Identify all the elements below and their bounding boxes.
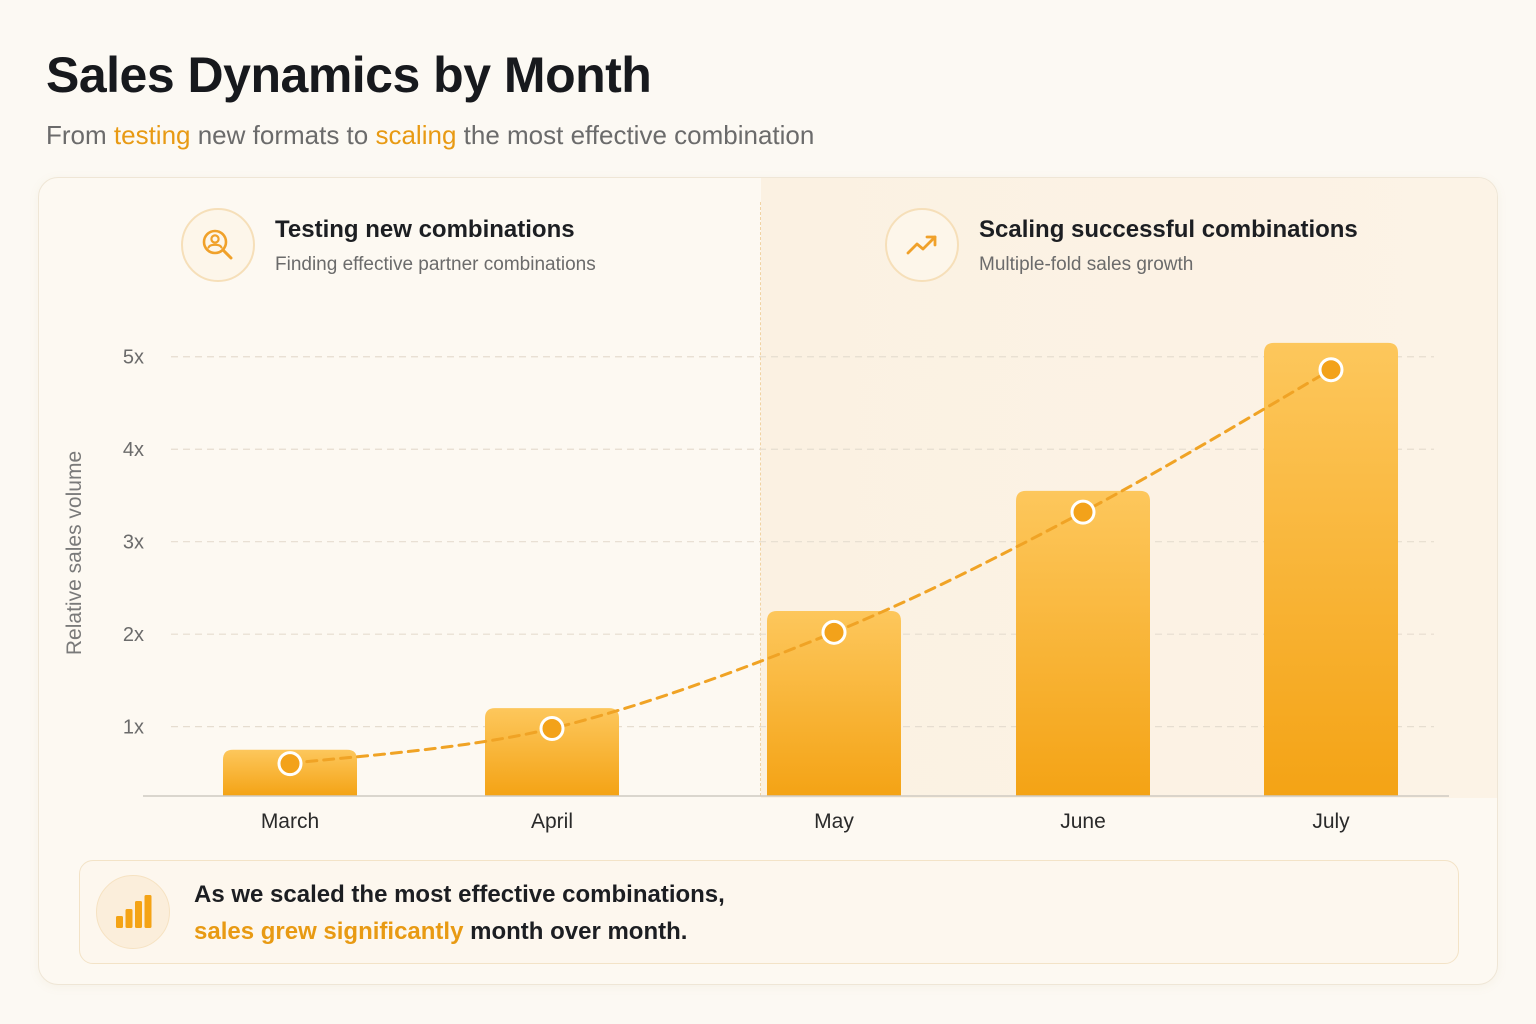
trend-point-april bbox=[539, 715, 565, 741]
x-tick-label: July bbox=[1312, 810, 1350, 833]
subtitle-highlight-scaling: scaling bbox=[375, 120, 457, 150]
callout-line-2: sales grew significantly month over mont… bbox=[194, 918, 687, 946]
trend-point-march bbox=[277, 751, 303, 777]
x-tick-label: May bbox=[814, 810, 854, 833]
subtitle-highlight-testing: testing bbox=[113, 120, 191, 150]
bar-july bbox=[1264, 342, 1398, 796]
subtitle-text-start: From bbox=[46, 120, 114, 150]
chart-card: Testing new combinations Finding effecti… bbox=[38, 177, 1498, 985]
y-tick-label: 3x bbox=[123, 532, 144, 554]
insight-callout: As we scaled the most effective combinat… bbox=[79, 860, 1459, 964]
callout-line-1: As we scaled the most effective combinat… bbox=[194, 881, 725, 908]
subtitle-text-end: the most effective combination bbox=[456, 120, 815, 150]
trend-point-june bbox=[1070, 499, 1096, 525]
trend-point-may bbox=[821, 619, 847, 645]
x-tick-label: June bbox=[1060, 810, 1106, 833]
subtitle-text-middle: new formats to bbox=[190, 120, 376, 150]
trend-point-july bbox=[1318, 357, 1344, 383]
phase-divider bbox=[760, 202, 761, 796]
y-tick-label: 5x bbox=[123, 347, 144, 369]
x-tick-label: March bbox=[261, 810, 319, 833]
bar-june bbox=[1016, 490, 1150, 796]
phase-testing-subtitle: Finding effective partner combinations bbox=[275, 254, 596, 275]
x-tick-label: April bbox=[531, 810, 573, 833]
bar-chart: 1x 2x 3x 4x 5x Relative sales volume March Apri… bbox=[63, 342, 1449, 833]
search-user-icon bbox=[181, 208, 255, 282]
bar-may bbox=[767, 611, 901, 796]
bar-april bbox=[485, 708, 619, 796]
page-subtitle: From testing new formats to scaling the … bbox=[46, 120, 814, 151]
y-tick-label: 2x bbox=[123, 624, 144, 646]
y-tick-label: 1x bbox=[123, 717, 144, 739]
page-title: Sales Dynamics by Month bbox=[46, 47, 652, 103]
phase-scaling-subtitle: Multiple-fold sales growth bbox=[979, 254, 1194, 275]
callout-line-2-rest: month over month. bbox=[463, 918, 688, 945]
phase-scaling-title: Scaling successful combinations bbox=[979, 216, 1358, 243]
phase-testing-title: Testing new combinations bbox=[275, 216, 575, 243]
trending-up-icon bbox=[885, 208, 959, 282]
bar-chart-icon bbox=[96, 875, 170, 949]
y-axis-label: Relative sales volume bbox=[63, 451, 86, 655]
y-tick-label: 4x bbox=[123, 439, 144, 461]
callout-highlight: sales grew significantly bbox=[194, 918, 464, 945]
